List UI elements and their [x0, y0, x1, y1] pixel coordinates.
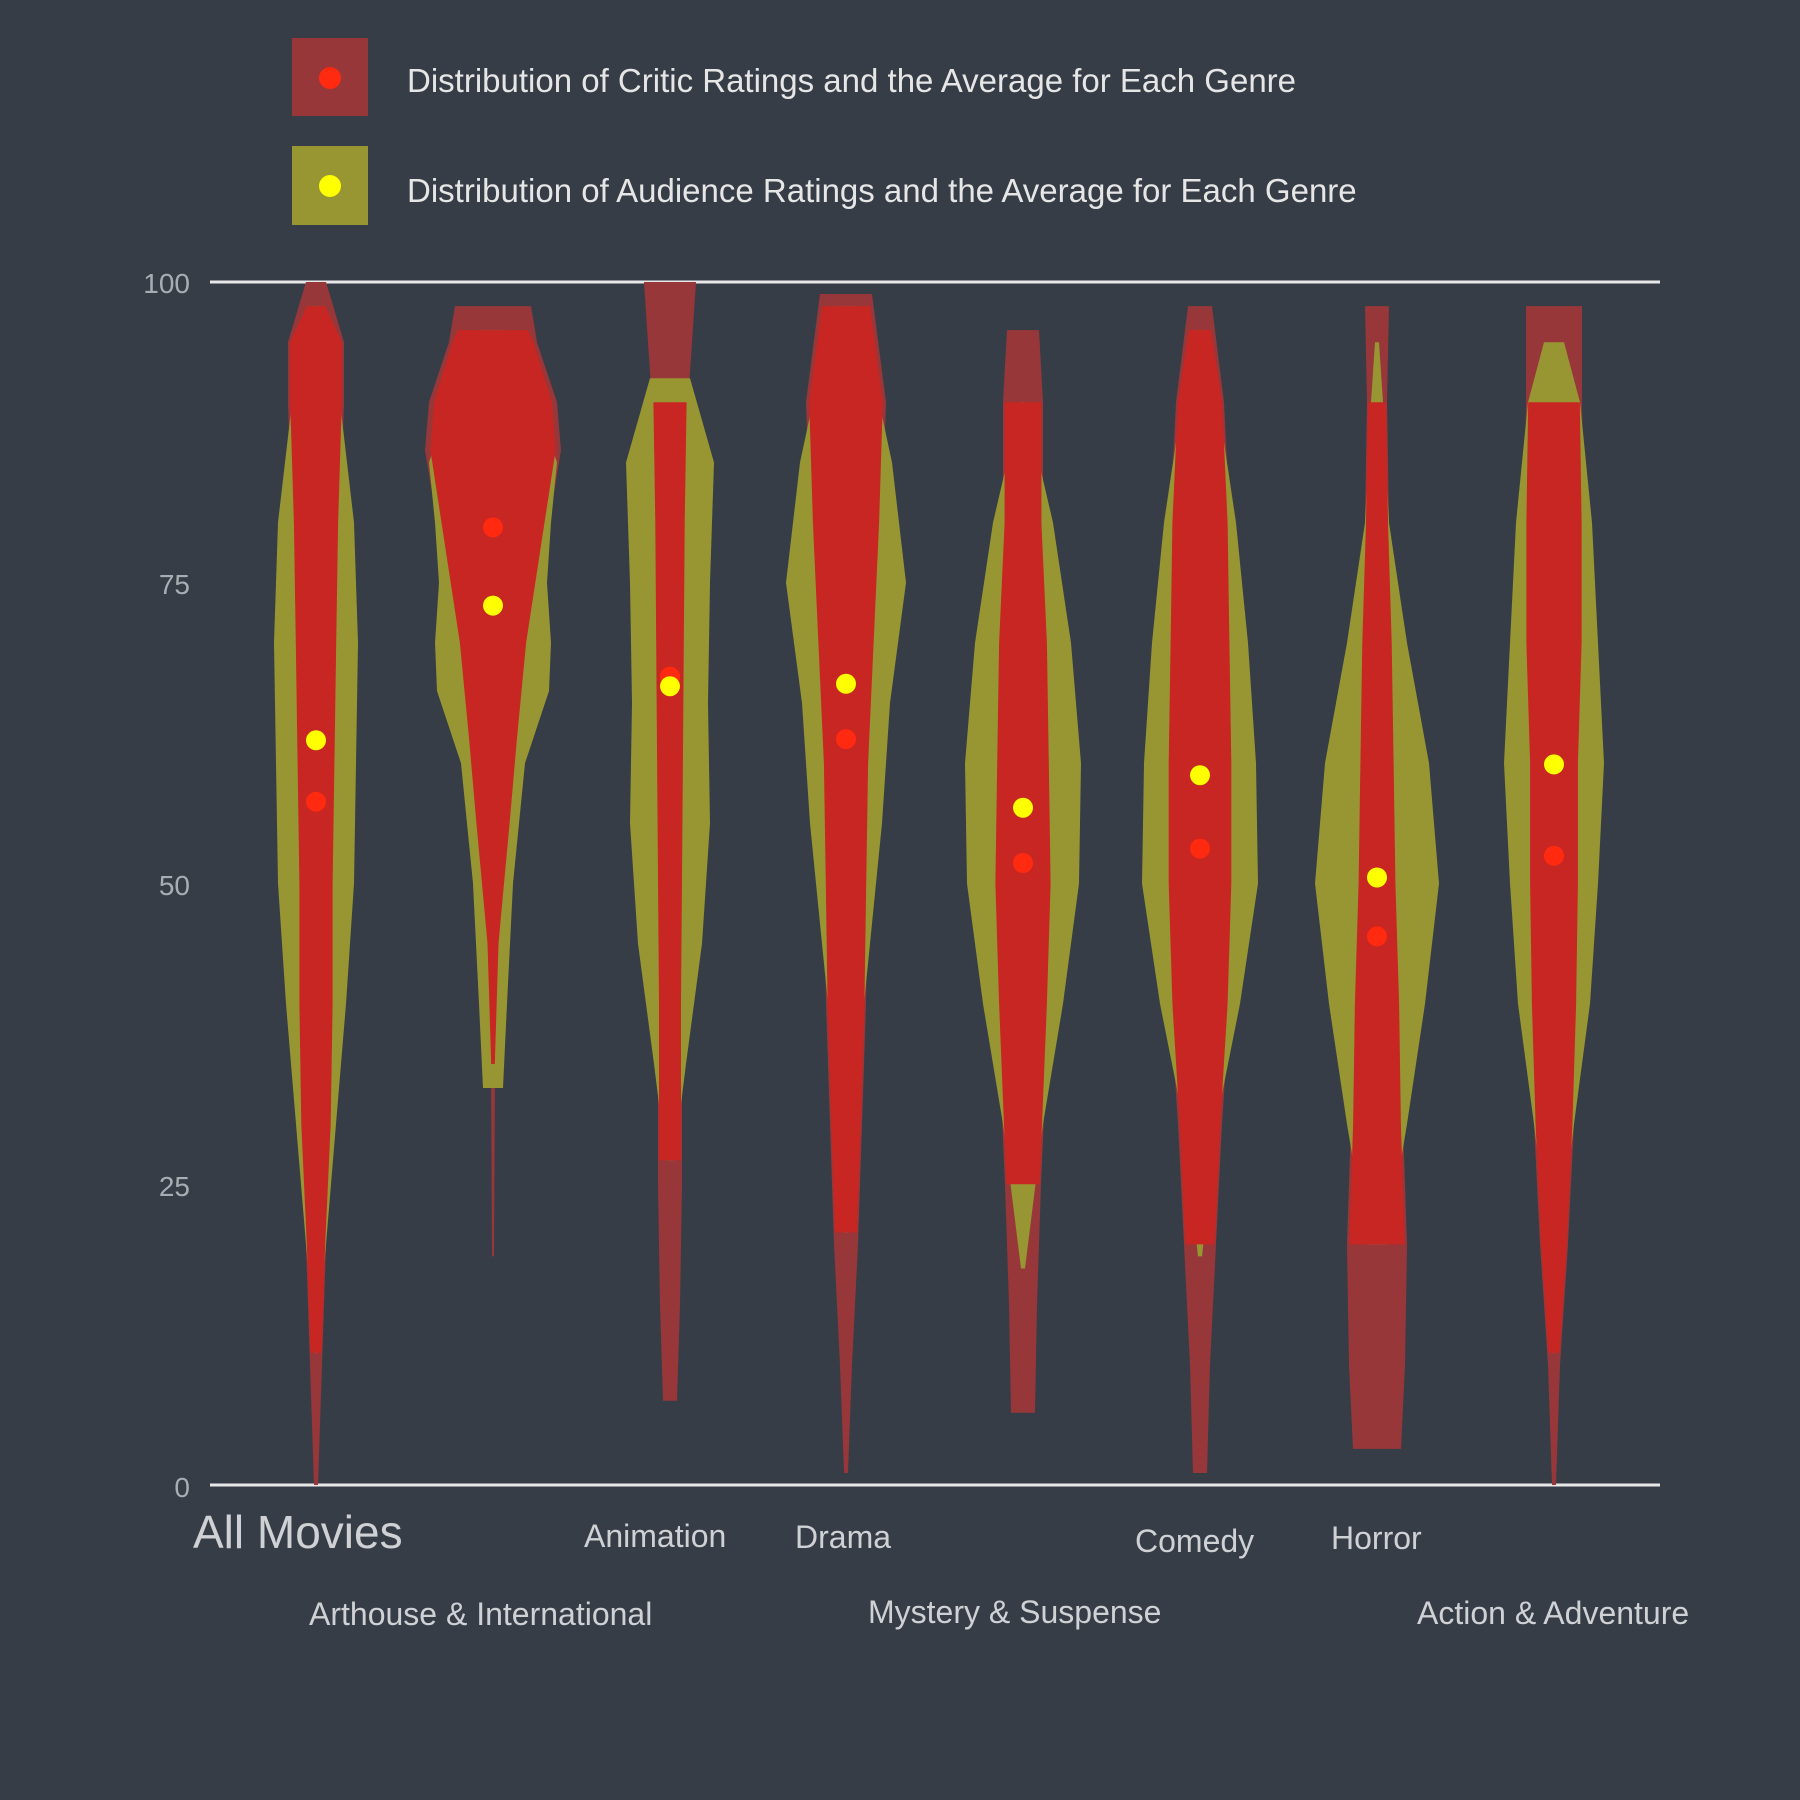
- critic-violin-core-action-adventure: [1526, 402, 1582, 1353]
- audience-mean-point-action-adventure: [1544, 754, 1564, 775]
- audience-mean-point-animation: [660, 676, 680, 697]
- audience-mean-point-mystery-suspense: [1013, 797, 1033, 818]
- y-axis-ticks: 100 75 50 25 0: [143, 268, 190, 1503]
- critic-mean-point-action-adventure: [1544, 845, 1564, 866]
- critic-mean-point-arthouse-international: [483, 517, 503, 538]
- legend-label-audience: Distribution of Audience Ratings and the…: [407, 172, 1357, 209]
- legend-label-critic: Distribution of Critic Ratings and the A…: [407, 62, 1296, 99]
- y-tick-label-0: 0: [174, 1472, 190, 1503]
- category-label-animation: Animation: [584, 1518, 726, 1554]
- x-axis-category-labels: All Movies Arthouse & International Anim…: [193, 1506, 1689, 1632]
- critic-violin-core-mystery-suspense: [995, 402, 1051, 1185]
- means-layer: [306, 517, 1564, 947]
- category-label-all-movies: All Movies: [193, 1506, 403, 1558]
- critic-mean-point-horror: [1367, 926, 1387, 947]
- critic-mean-point-mystery-suspense: [1013, 853, 1033, 873]
- critic-violin-core-comedy: [1168, 330, 1232, 1245]
- legend-dot-critic: [319, 67, 341, 89]
- audience-mean-point-horror: [1367, 867, 1387, 888]
- critic-mean-point-comedy: [1190, 838, 1210, 859]
- critic-mean-point-drama: [836, 729, 856, 750]
- legend-entry-critic: Distribution of Critic Ratings and the A…: [292, 38, 1296, 116]
- y-tick-label-50: 50: [159, 870, 190, 901]
- critic-violin-core-drama: [809, 306, 883, 1233]
- critic-violin-core-arthouse-international: [430, 330, 556, 1065]
- category-label-horror: Horror: [1331, 1520, 1422, 1556]
- y-tick-label-100: 100: [143, 268, 190, 299]
- audience-mean-point-drama: [836, 673, 856, 694]
- category-label-action-adventure: Action & Adventure: [1417, 1595, 1689, 1631]
- y-tick-label-75: 75: [159, 569, 190, 600]
- audience-mean-point-comedy: [1190, 765, 1210, 786]
- legend: Distribution of Critic Ratings and the A…: [292, 38, 1357, 225]
- critic-violin-core-horror: [1349, 402, 1405, 1245]
- critic-mean-point-all-movies: [306, 791, 326, 812]
- category-label-arthouse-international: Arthouse & International: [309, 1596, 652, 1632]
- legend-entry-audience: Distribution of Audience Ratings and the…: [292, 146, 1357, 225]
- audience-mean-point-arthouse-international: [483, 595, 503, 616]
- critic-violin-core-animation: [653, 402, 687, 1161]
- legend-dot-audience: [319, 175, 341, 197]
- category-label-drama: Drama: [795, 1519, 891, 1555]
- category-label-comedy: Comedy: [1135, 1523, 1254, 1559]
- audience-mean-point-all-movies: [306, 730, 326, 751]
- y-tick-label-25: 25: [159, 1171, 190, 1202]
- critic-violin-core-all-movies: [290, 306, 342, 1353]
- category-label-mystery-suspense: Mystery & Suspense: [868, 1594, 1161, 1630]
